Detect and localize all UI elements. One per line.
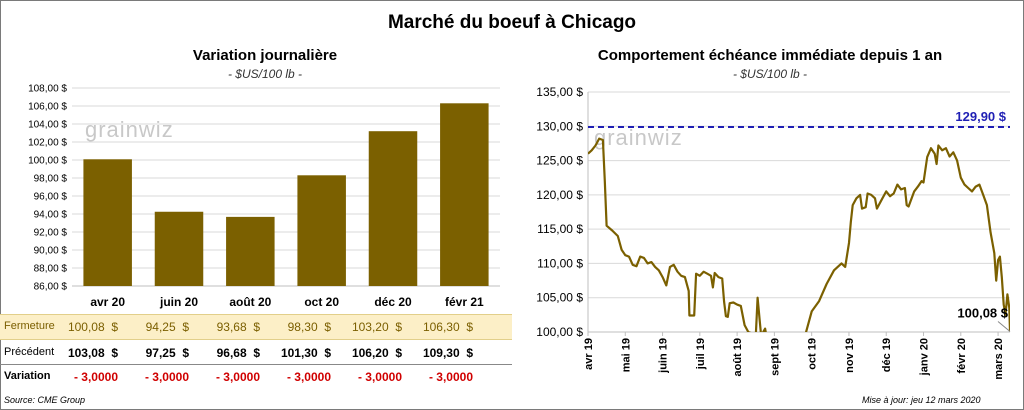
table-cell: 94,25 $ — [145, 320, 189, 334]
x-tick-label: oct 19 — [807, 338, 819, 370]
x-tick-label: oct 20 — [304, 295, 339, 309]
table-cell: - 3,0000 — [286, 370, 331, 384]
table-cell: 101,30 $ — [280, 346, 331, 360]
x-tick-label: avr 20 — [90, 295, 125, 309]
main-title: Marché du boeuf à Chicago — [387, 12, 637, 33]
y-tick-label: 98,00 $ — [34, 174, 68, 185]
source-note: Source: CME Group — [4, 395, 86, 405]
series-line — [588, 137, 1010, 332]
reference-label: 129,90 $ — [955, 109, 1006, 124]
table-cell: 109,30 $ — [422, 346, 473, 360]
table-row: Variation - 3,0000 - 3,0000 - 3,0000 - 3,000… — [0, 366, 512, 390]
x-tick-label: juin 20 — [159, 295, 198, 309]
y-tick-label: 120,00 $ — [536, 188, 583, 202]
y-tick-label: 94,00 $ — [34, 210, 68, 221]
y-tick-label: 110,00 $ — [537, 256, 583, 270]
update-note: Mise à jour: jeu 12 mars 2020 — [862, 395, 981, 405]
y-tick-label: 96,00 $ — [34, 192, 68, 203]
x-tick-label: nov 19 — [844, 338, 856, 373]
y-tick-label: 115,00 $ — [537, 222, 583, 236]
table-cell: 106,20 $ — [351, 346, 402, 360]
bar — [440, 103, 489, 286]
x-tick-label: févr 20 — [956, 338, 968, 373]
price-table: Fermeture 100,08 $ 94,25 $ 93,68 $ 98,30 $ 10… — [0, 314, 512, 392]
bar — [83, 159, 132, 286]
table-cell: 100,08 $ — [67, 320, 118, 334]
x-tick-label: avr 19 — [583, 338, 595, 370]
table-row: Fermeture 100,08 $ 94,25 $ 93,68 $ 98,30 $ 10… — [0, 314, 512, 340]
table-cell: - 3,0000 — [73, 370, 118, 384]
table-cell: - 3,0000 — [144, 370, 189, 384]
x-tick-label: juin 19 — [658, 338, 670, 374]
y-tick-label: 130,00 $ — [536, 119, 583, 133]
x-tick-label: déc 19 — [881, 338, 893, 372]
watermark: grainwiz — [85, 117, 174, 142]
row-label: Fermeture — [4, 320, 55, 332]
x-tick-label: juil 19 — [695, 338, 707, 370]
x-tick-label: déc 20 — [374, 295, 412, 309]
y-tick-label: 102,00 $ — [28, 138, 67, 149]
left-chart-title: Variation journalière — [192, 47, 338, 64]
bar-chart: 86,00 $ 88,00 $ 90,00 $ 92,00 $ 94,00 $ 96,00… — [28, 84, 500, 309]
table-cell: 97,25 $ — [145, 346, 189, 360]
y-tick-label: 100,00 $ — [536, 325, 583, 339]
y-tick-label: 88,00 $ — [34, 264, 68, 275]
table-cell: 96,68 $ — [216, 346, 260, 360]
y-tick-label: 106,00 $ — [28, 102, 67, 113]
y-tick-label: 100,00 $ — [28, 156, 67, 167]
x-tick-label: mars 20 — [993, 338, 1005, 380]
right-chart-title: Comportement échéance immédiate depuis 1… — [597, 47, 943, 64]
table-cell: - 3,0000 — [215, 370, 260, 384]
x-tick-label: mai 19 — [620, 338, 632, 372]
y-tick-label: 105,00 $ — [536, 291, 583, 305]
y-tick-label: 104,00 $ — [28, 120, 67, 131]
last-value-leader — [997, 321, 1011, 332]
bar — [297, 175, 346, 286]
x-tick-label: sept 19 — [769, 338, 781, 376]
right-chart-subtitle: - $US/100 lb - — [732, 67, 808, 81]
y-tick-label: 92,00 $ — [34, 228, 68, 239]
table-row: Précédent 103,08 $ 97,25 $ 96,68 $ 101,30 $ 1… — [0, 342, 512, 365]
y-tick-label: 90,00 $ — [34, 246, 68, 257]
bar — [226, 216, 275, 286]
y-tick-label: 86,00 $ — [34, 282, 68, 293]
y-tick-label: 125,00 $ — [536, 154, 583, 168]
table-cell: 103,20 $ — [351, 320, 402, 334]
watermark: grainwiz — [594, 125, 683, 150]
last-value-label: 100,08 $ — [957, 305, 1008, 320]
table-cell: 106,30 $ — [422, 320, 473, 334]
table-cell: 93,68 $ — [216, 320, 260, 334]
table-cell: - 3,0000 — [357, 370, 402, 384]
line-chart: 100,00 $ 105,00 $ 110,00 $ 115,00 $ 120,00 $… — [536, 85, 1011, 380]
table-cell: - 3,0000 — [428, 370, 473, 384]
bar — [154, 211, 204, 286]
row-label: Précédent — [4, 346, 55, 358]
x-tick-label: août 19 — [732, 338, 744, 377]
left-chart-subtitle: - $US/100 lb - — [227, 67, 303, 81]
x-tick-label: août 20 — [229, 295, 271, 309]
y-tick-label: 108,00 $ — [28, 84, 67, 95]
table-cell: 103,08 $ — [67, 346, 118, 360]
bar — [368, 131, 418, 286]
x-tick-label: févr 21 — [445, 295, 484, 309]
y-tick-label: 135,00 $ — [536, 85, 583, 99]
row-label: Variation — [4, 370, 51, 382]
table-cell: 98,30 $ — [287, 320, 331, 334]
x-tick-label: janv 20 — [919, 338, 931, 376]
